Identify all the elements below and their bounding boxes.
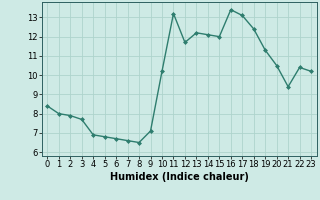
X-axis label: Humidex (Indice chaleur): Humidex (Indice chaleur)	[110, 172, 249, 182]
